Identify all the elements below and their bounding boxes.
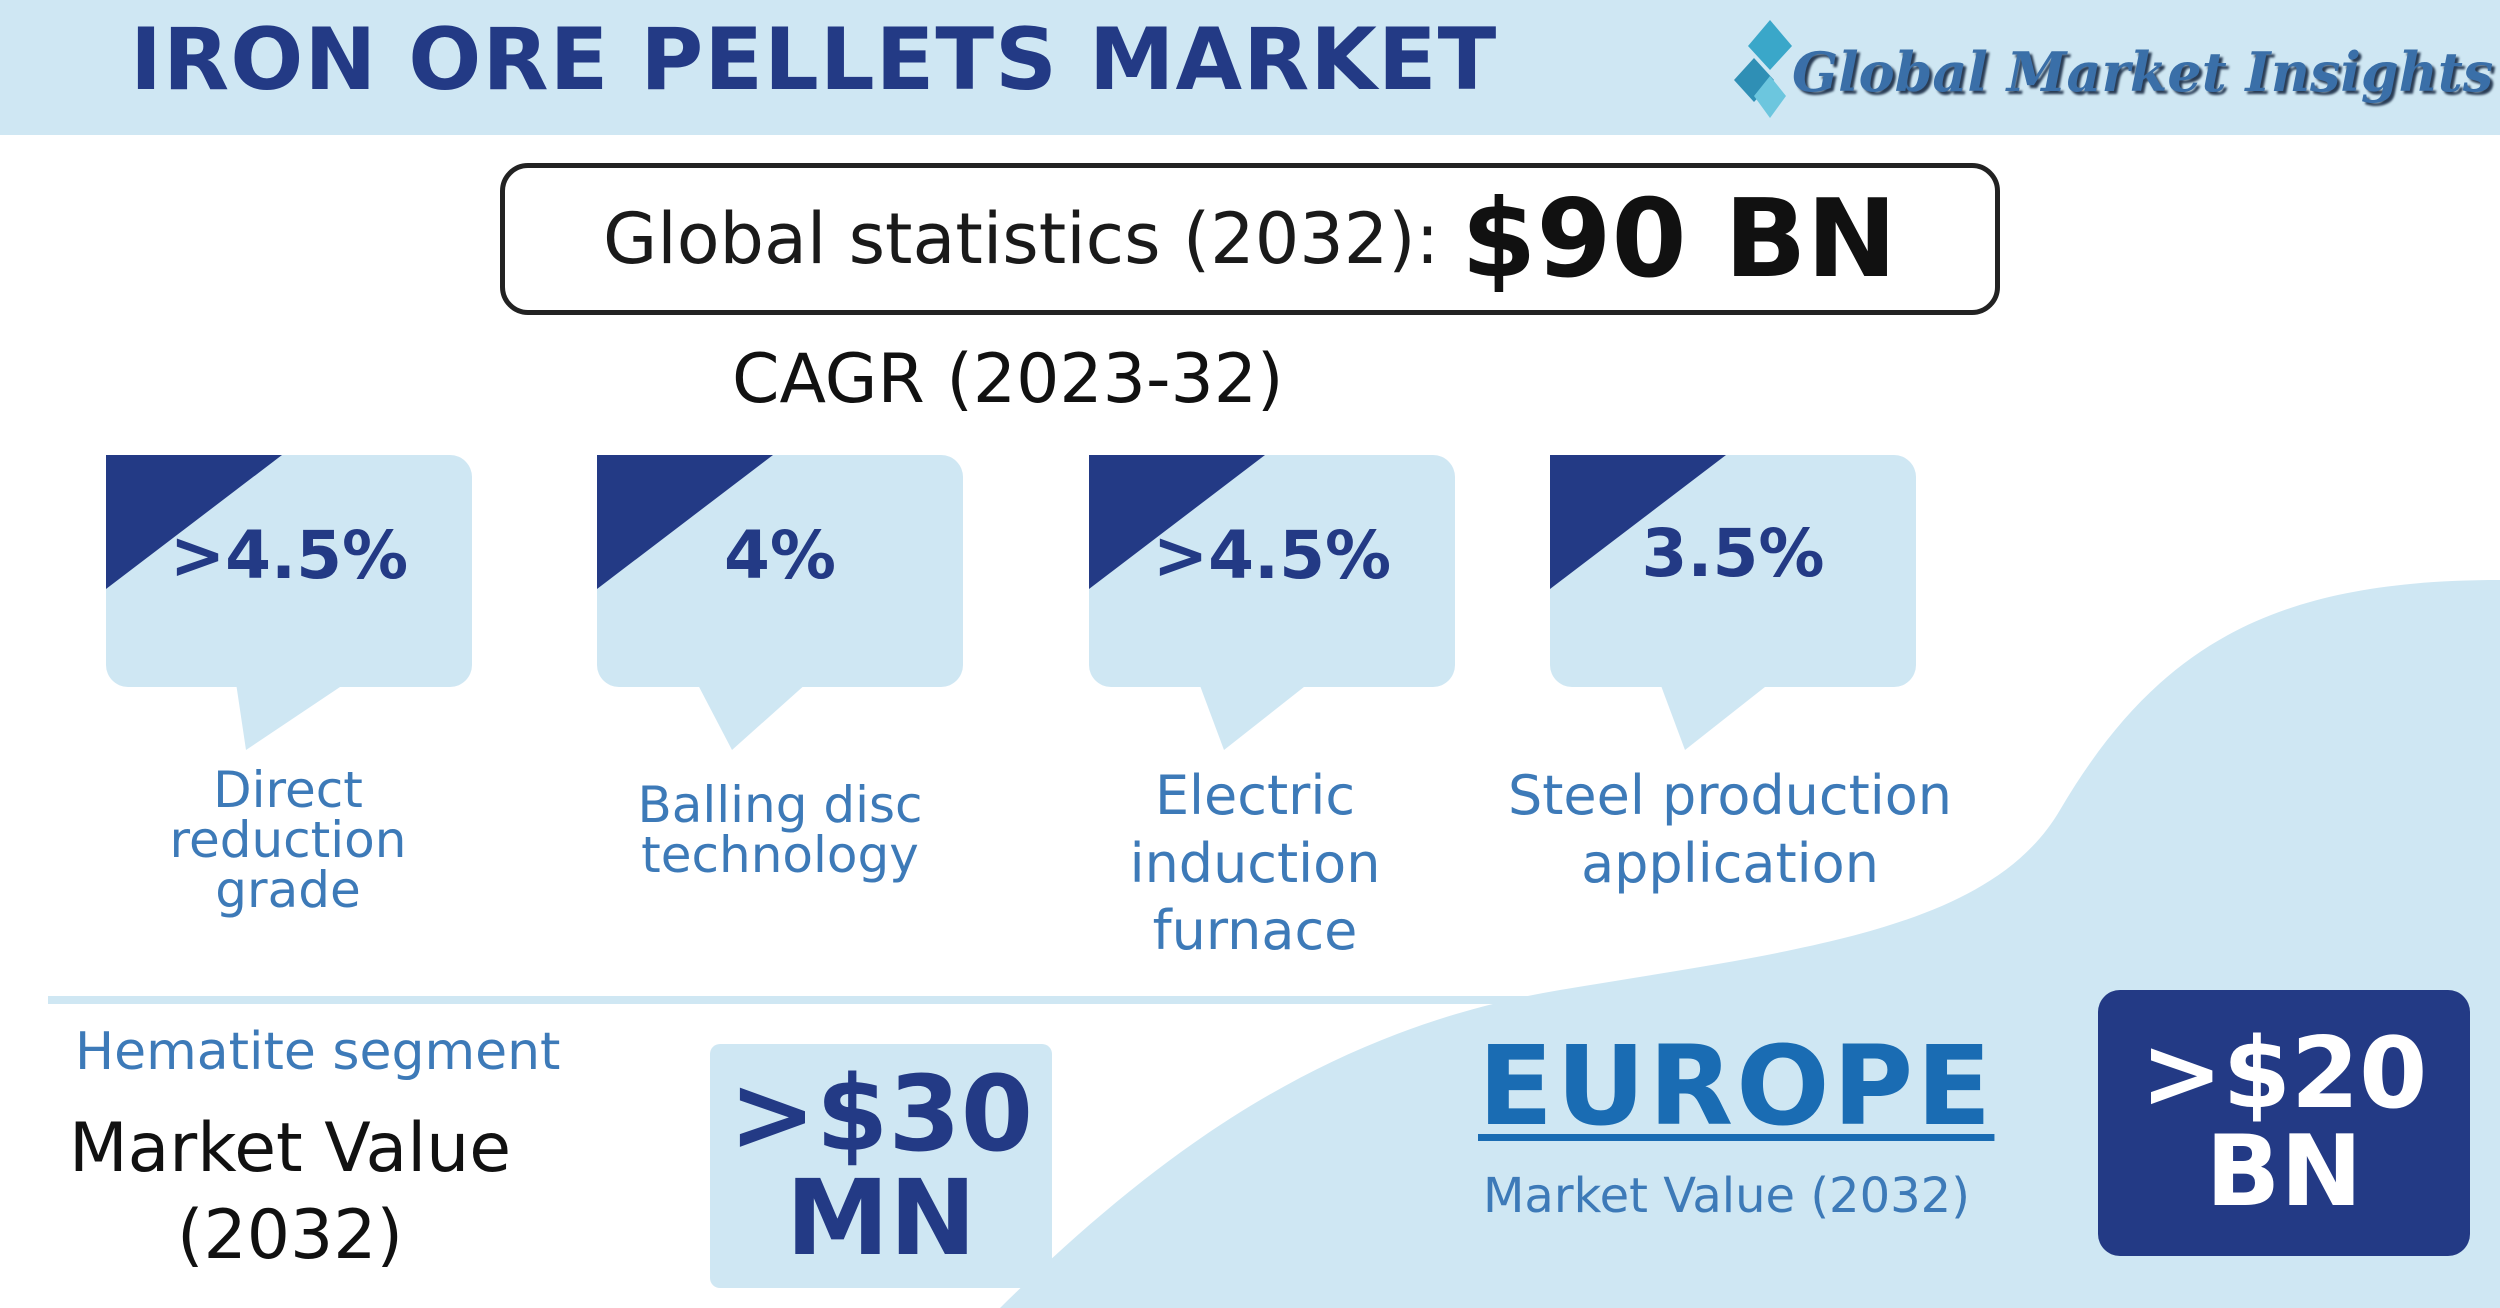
cagr-label-electric-induction: Electric induction furnace [1090,762,1420,965]
hematite-segment-label: Hematite segment [75,1022,561,1082]
hematite-value-box: >$30 MN [710,1044,1052,1288]
label-line: Market Value [68,1109,512,1188]
logo-text: Global Market Insights [1792,40,2494,104]
europe-value-line: >$20 [2140,1017,2428,1131]
label-line: Electric [1154,764,1356,827]
europe-value-box: >$20 BN [2098,990,2470,1256]
hematite-value-unit: MN [785,1157,977,1279]
europe-market-value-label: Market Value (2032) [1483,1168,1970,1224]
europe-value-unit: BN [2205,1115,2363,1229]
global-statistics-label: Global statistics (2032): [603,198,1440,280]
global-statistics-box: Global statistics (2032): $90 BN [500,163,2000,315]
hematite-market-value-label: Market Value (2032) [60,1105,520,1279]
hematite-value-line: >$30 [728,1053,1034,1175]
cagr-bubble-steel-production: 3.5% [1550,455,1916,750]
cagr-bubble-electric-induction: >4.5% [1089,455,1455,750]
cagr-title: CAGR (2023-32) [732,340,1284,419]
cagr-label-steel-production: Steel production application [1480,762,1980,897]
label-line: Direct [213,761,363,819]
diamond-logo-icon [1734,20,1792,118]
cagr-value: >4.5% [169,517,409,594]
cagr-value: >4.5% [1152,517,1392,594]
label-line: application [1581,831,1879,895]
cagr-value: 4% [723,517,837,594]
label-line: grade [215,861,361,919]
label-line: reduction [169,811,407,869]
cagr-label-balling-disc: Balling disc technology [600,780,960,880]
cagr-label-direct-reduction: Direct reduction grade [128,765,448,915]
company-logo: Global Market Insights [1730,18,2493,123]
global-statistics-value: $90 BN [1461,176,1897,302]
header-bar: IRON ORE PELLETS MARKET Global Market In… [0,0,2500,135]
cagr-bubble-balling-disc: 4% [597,455,963,750]
section-divider [48,996,1698,1004]
europe-region-title: EUROPE [1478,1022,1995,1150]
label-line: furnace [1152,899,1358,962]
cagr-value: 3.5% [1641,515,1825,592]
page-title: IRON ORE PELLETS MARKET [130,10,1498,110]
label-line: technology [641,826,919,884]
label-line: Balling disc [637,776,923,834]
cagr-bubble-direct-reduction: >4.5% [106,455,472,750]
label-line: induction [1129,831,1381,895]
label-line: (2032) [176,1196,404,1276]
label-line: Steel production [1507,764,1953,827]
